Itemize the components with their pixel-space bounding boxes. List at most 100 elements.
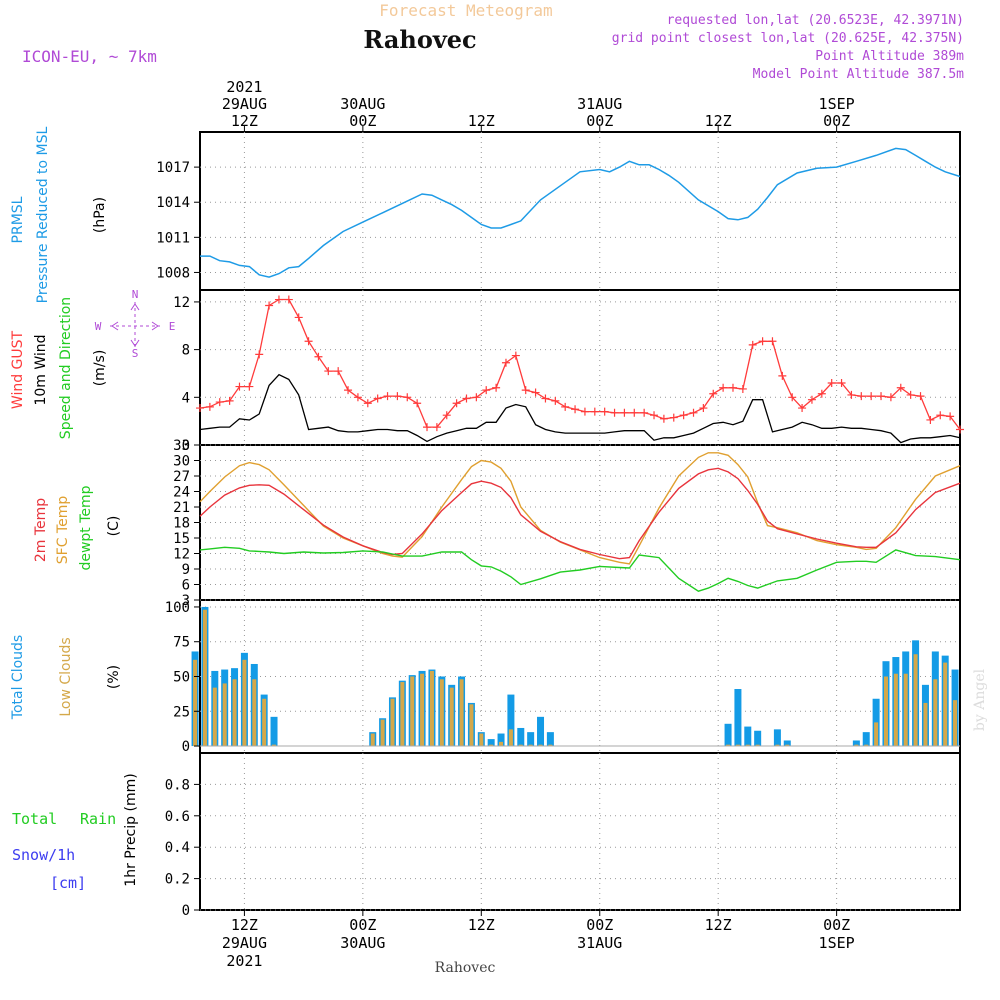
- gust-marker: [857, 392, 866, 401]
- gust-marker: [896, 383, 905, 392]
- bottom-time-label: 00Z: [349, 916, 376, 934]
- sfc-temp-label: SFC Temp: [55, 496, 71, 565]
- top-time-label: 1SEP: [819, 95, 855, 113]
- y-tick-label: 30: [173, 454, 190, 470]
- compass-east: E: [169, 320, 176, 333]
- snow-unit-label: [cm]: [50, 874, 86, 892]
- low-cloud-bar: [459, 679, 464, 747]
- y-tick-label: 100: [165, 600, 190, 616]
- top-time-label: 30AUG: [340, 95, 385, 113]
- total-cloud-bar: [537, 716, 545, 747]
- y-tick-label: 75: [173, 635, 190, 651]
- low-cloud-bar: [518, 744, 523, 747]
- y-tick-label: 18: [173, 516, 190, 532]
- total-cloud-bar: [724, 723, 732, 747]
- gust-marker: [916, 392, 925, 401]
- top-time-label: 00Z: [586, 112, 613, 130]
- low-clouds-label: Low Clouds: [58, 637, 74, 716]
- top-time-label: 12Z: [705, 112, 732, 130]
- gust-marker: [205, 402, 214, 411]
- gust-marker: [827, 379, 836, 387]
- bottom-time-label: 1SEP: [819, 934, 855, 952]
- gust-marker: [867, 392, 876, 401]
- low-cloud-bar: [903, 673, 908, 747]
- compass-south: S: [132, 347, 139, 360]
- gust-marker: [304, 337, 313, 346]
- gust-marker: [353, 393, 362, 402]
- gust-marker: [936, 411, 945, 420]
- gust-marker: [807, 395, 816, 404]
- wind-panel-frame: [199, 289, 961, 446]
- low-cloud-bar: [262, 698, 267, 747]
- location-title: Rahovec: [363, 25, 476, 54]
- total-cloud-bar: [754, 730, 762, 747]
- compass-north: N: [132, 288, 139, 301]
- gust-marker: [689, 408, 698, 417]
- gust-marker: [413, 399, 422, 408]
- temp2m-label: 2m Temp: [33, 498, 49, 562]
- precip-panel-frame: [199, 752, 961, 911]
- total-cloud-bar: [546, 732, 554, 747]
- gust-marker: [926, 415, 935, 424]
- gust-marker: [788, 393, 797, 402]
- pressure-plot: [200, 147, 961, 278]
- y-tick-label: 33: [173, 438, 190, 454]
- total-cloud-bar: [270, 716, 278, 747]
- top-time-label: 12Z: [468, 112, 495, 130]
- gust-marker: [511, 351, 520, 360]
- gust-marker: [225, 396, 234, 405]
- gust-marker: [877, 392, 886, 401]
- gust-marker: [482, 386, 491, 395]
- y-tick-label: 1017: [156, 160, 190, 176]
- bottom-time-label: 30AUG: [340, 934, 385, 952]
- requested-coords: requested lon,lat (20.6523E, 42.3971N): [667, 13, 964, 28]
- y-tick-label: 3: [182, 593, 190, 609]
- gust-marker: [768, 337, 777, 346]
- bottom-time-label: 00Z: [586, 916, 613, 934]
- y-tick-label: 0: [182, 438, 190, 454]
- gust-marker: [610, 408, 619, 417]
- low-cloud-bar: [864, 744, 869, 747]
- gust-marker: [679, 411, 688, 420]
- low-cloud-bar: [429, 670, 434, 747]
- gust-marker: [373, 394, 382, 403]
- total-cloud-bar: [497, 733, 505, 747]
- y-tick-label: 12: [173, 295, 190, 311]
- low-cloud-bar: [202, 609, 207, 747]
- wind-10m-label: 10m Wind: [33, 334, 49, 405]
- gust-marker: [630, 408, 639, 417]
- gust-marker: [393, 392, 402, 401]
- low-cloud-bar: [449, 687, 454, 747]
- gust-marker: [561, 402, 570, 411]
- total-cloud-bar: [507, 694, 515, 747]
- low-cloud-bar: [499, 741, 504, 747]
- y-tick-label: 1014: [156, 195, 190, 211]
- gust-marker: [196, 404, 204, 413]
- low-cloud-bar: [489, 744, 494, 747]
- gust-marker: [255, 350, 264, 359]
- y-tick-label: 9: [182, 562, 190, 578]
- low-cloud-bar: [874, 722, 879, 747]
- low-cloud-bar: [400, 682, 405, 747]
- dewpt-line: [199, 546, 961, 592]
- gust-marker: [314, 352, 323, 361]
- gust-marker: [521, 386, 530, 395]
- low-cloud-bar: [380, 719, 385, 747]
- low-cloud-bar: [528, 744, 533, 747]
- bottom-time-label: 12Z: [468, 916, 495, 934]
- gust-marker: [442, 411, 451, 420]
- wind-10m-line: [199, 373, 961, 444]
- y-tick-label: 24: [173, 485, 190, 501]
- y-tick-label: 0: [182, 739, 190, 755]
- bottom-time-label: 12Z: [705, 916, 732, 934]
- y-tick-label: 50: [173, 670, 190, 686]
- y-tick-label: 12: [173, 547, 190, 563]
- top-time-label: 00Z: [823, 112, 850, 130]
- rain-label-total: Total: [12, 810, 57, 828]
- total-cloud-bar: [783, 740, 791, 747]
- gust-marker: [334, 367, 343, 376]
- y-tick-label: 15: [173, 531, 190, 547]
- y-tick-label: 0.6: [165, 809, 190, 825]
- gust-marker: [847, 390, 856, 399]
